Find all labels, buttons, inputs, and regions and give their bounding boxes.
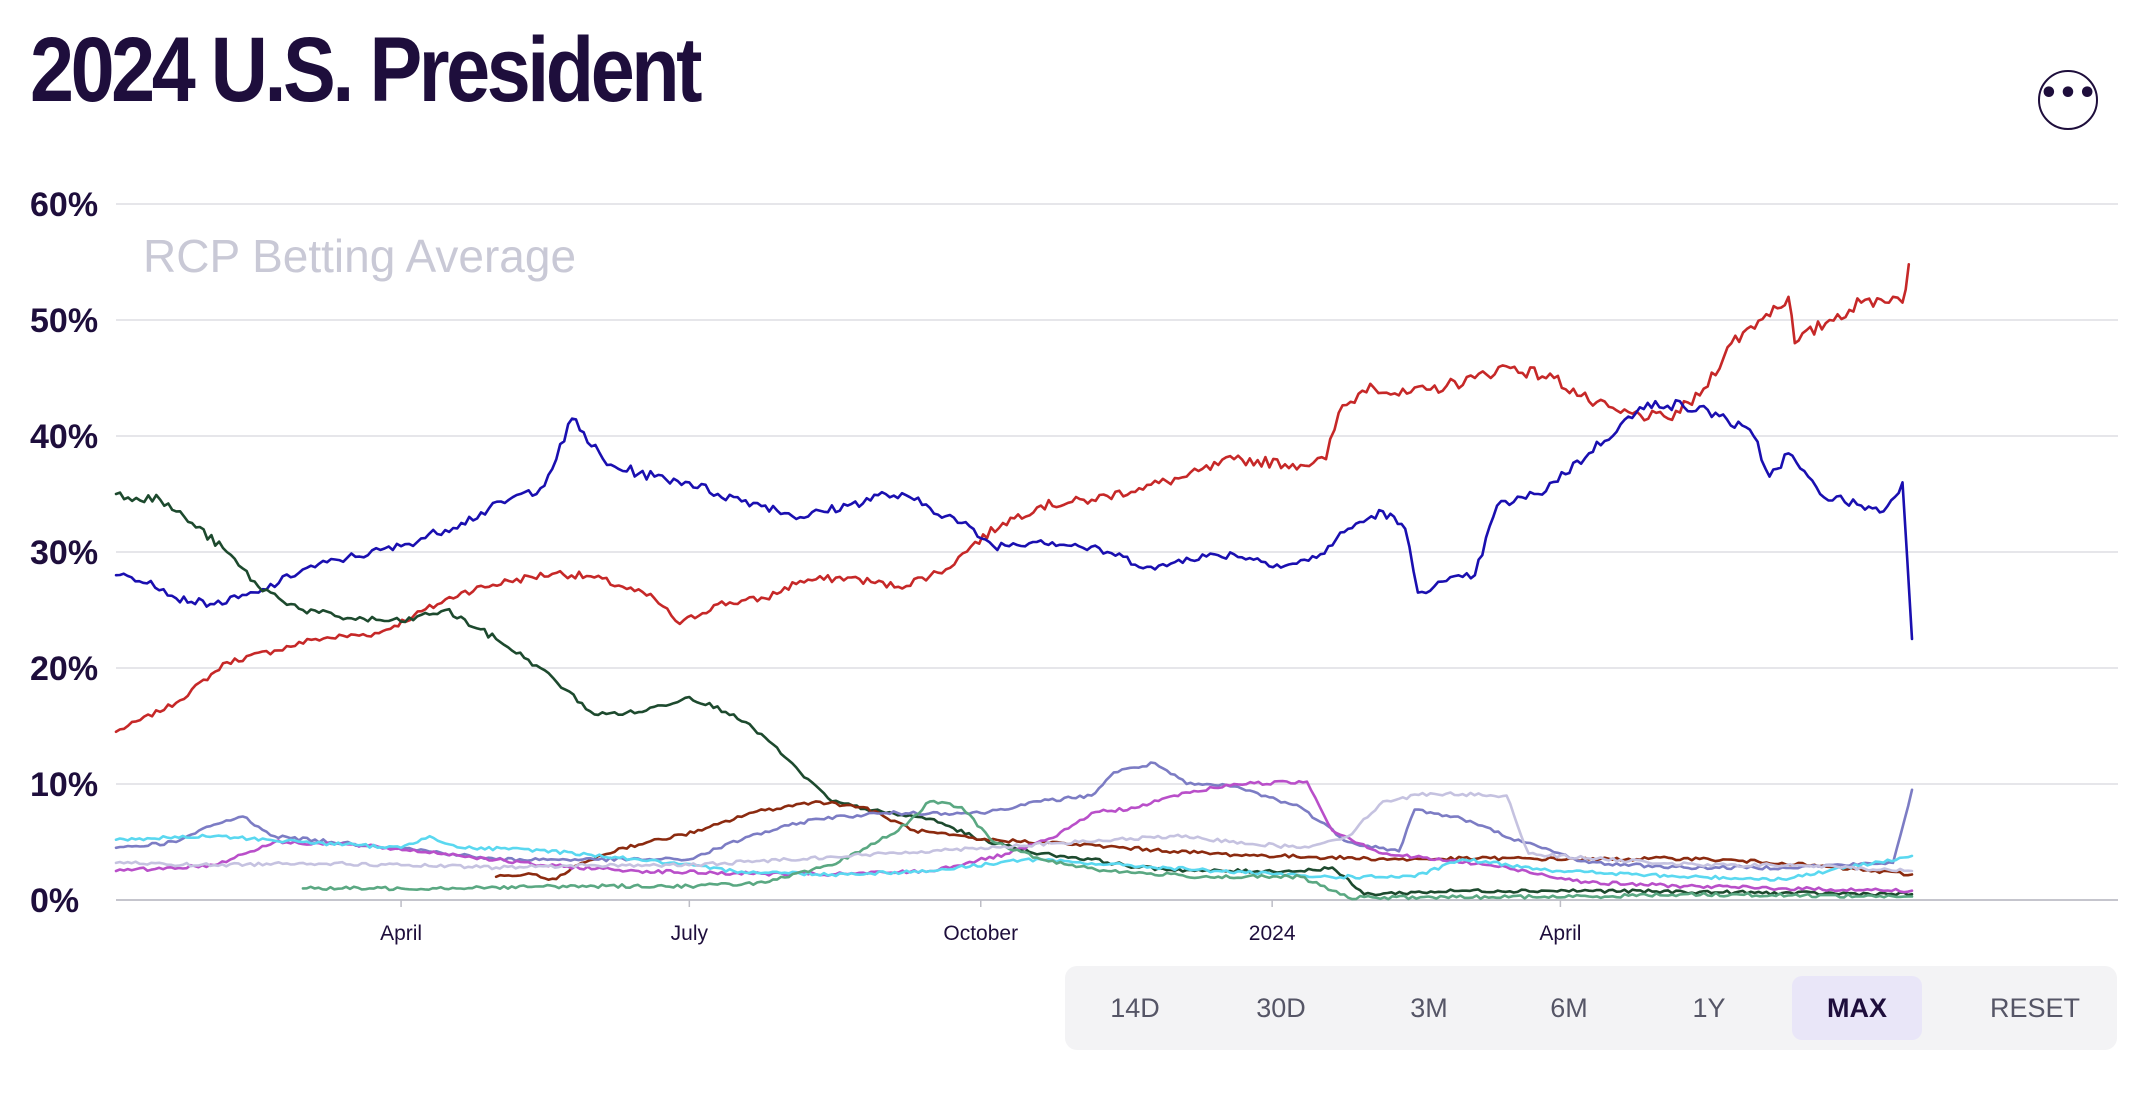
y-tick-label: 20% — [30, 650, 98, 688]
y-tick-label: 60% — [30, 186, 98, 224]
range-button-6m[interactable]: 6M — [1550, 993, 1588, 1023]
more-options-button[interactable]: ••• — [2038, 70, 2098, 130]
chart-watermark: RCP Betting Average — [143, 230, 576, 282]
range-button-1y[interactable]: 1Y — [1692, 993, 1726, 1023]
series-line-4 — [494, 800, 1914, 881]
y-tick-label: 40% — [30, 418, 98, 456]
range-button-reset[interactable]: RESET — [1989, 993, 2081, 1023]
series-line-2 — [114, 398, 1914, 641]
range-button-30d[interactable]: 30D — [1256, 993, 1306, 1023]
betting-average-chart: 0% 10% 20% 30% 40% 50% 60% April July October 2024… — [30, 186, 2118, 945]
y-tick-label: 30% — [30, 534, 98, 572]
y-tick-label: 0% — [30, 882, 79, 920]
range-button-3m[interactable]: 3M — [1410, 993, 1448, 1023]
series-line-9 — [114, 791, 1914, 873]
series-line-7 — [114, 833, 1914, 882]
x-tick-label: 2024 — [1249, 922, 1296, 945]
range-button-max[interactable]: MAX — [1792, 976, 1922, 1040]
x-tick-label: July — [671, 922, 709, 945]
series-line-1 — [114, 263, 1911, 734]
range-button-14d[interactable]: 14D — [1110, 993, 1160, 1023]
x-tick-label: October — [943, 922, 1018, 945]
series-line-3 — [114, 491, 1914, 897]
y-tick-label: 50% — [30, 302, 98, 340]
series-line-6 — [114, 779, 1914, 894]
x-tick-label: April — [380, 922, 422, 945]
x-tick-label: April — [1539, 922, 1581, 945]
page-title: 2024 U.S. President — [30, 19, 702, 121]
series-line-8 — [301, 799, 1914, 901]
series-line-5 — [114, 761, 1914, 871]
y-tick-label: 10% — [30, 766, 98, 804]
ellipsis-icon: ••• — [2039, 76, 2097, 111]
time-range-selector: 14D 30D 3M 6M 1Y MAX RESET — [1065, 966, 2117, 1050]
